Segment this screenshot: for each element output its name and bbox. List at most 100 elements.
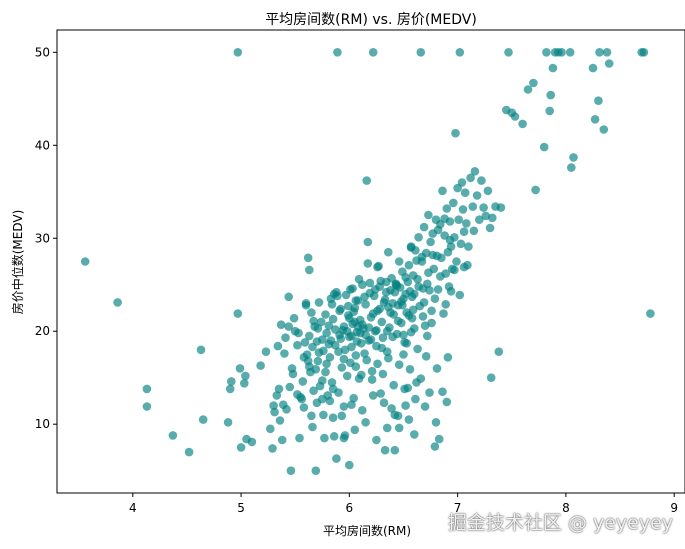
data-point [270, 407, 279, 417]
data-point [281, 333, 290, 343]
data-point [269, 401, 278, 410]
data-point [427, 306, 436, 316]
data-point [446, 287, 456, 296]
data-point [377, 317, 387, 327]
data-point [494, 347, 504, 357]
y-axis-label: 房价中位数(MEDV) [10, 210, 25, 315]
data-point [274, 384, 284, 394]
data-point [308, 342, 317, 352]
data-point [345, 313, 354, 323]
data-point [381, 287, 391, 297]
data-point [331, 325, 340, 334]
data-point [336, 334, 346, 344]
data-point [345, 460, 354, 470]
data-point [313, 356, 323, 366]
data-point [443, 353, 453, 362]
data-point [442, 397, 452, 407]
plot-frame [56, 29, 685, 494]
data-point [321, 310, 330, 319]
data-point [437, 253, 446, 263]
data-point [339, 322, 349, 331]
y-tick-label: 50 [35, 45, 50, 59]
data-point [319, 410, 328, 420]
data-point [390, 287, 400, 297]
data-point [372, 326, 381, 335]
data-point [378, 369, 388, 379]
data-point [333, 48, 342, 57]
data-point [382, 423, 392, 433]
data-point [308, 422, 317, 432]
data-point [337, 411, 347, 421]
data-point [430, 294, 440, 304]
data-point [406, 327, 416, 337]
data-point [455, 290, 465, 300]
data-point [365, 278, 375, 288]
data-point [347, 342, 356, 352]
data-point [351, 351, 361, 360]
data-point [438, 387, 447, 397]
data-point [362, 355, 372, 365]
data-point [368, 391, 378, 400]
data-point [373, 359, 382, 369]
data-point [557, 48, 566, 57]
data-point [546, 90, 555, 100]
data-point [328, 384, 338, 394]
data-point [419, 298, 429, 307]
data-point [307, 308, 316, 317]
data-point [599, 125, 609, 134]
data-point [360, 292, 369, 302]
data-point [394, 257, 404, 266]
data-point [286, 466, 296, 476]
data-point [479, 203, 488, 212]
data-point [452, 257, 461, 266]
data-point [168, 431, 178, 440]
data-point [142, 402, 152, 411]
data-point [311, 466, 321, 476]
y-axis: 10 20 30 40 50 [35, 45, 57, 431]
data-point [466, 173, 475, 183]
data-point [233, 48, 243, 57]
data-point [410, 430, 419, 439]
data-point [425, 388, 434, 397]
x-tick-label: 7 [454, 501, 462, 515]
data-point [198, 415, 208, 424]
data-point [227, 377, 236, 386]
data-point [307, 411, 316, 421]
data-point [475, 215, 484, 224]
data-point [384, 247, 393, 257]
data-point [298, 377, 308, 386]
data-point [481, 211, 491, 221]
data-point [407, 292, 417, 302]
data-point [347, 400, 356, 410]
data-point [542, 48, 551, 57]
data-point [438, 186, 447, 196]
data-point [386, 308, 395, 317]
data-point [80, 257, 90, 266]
y-tick-label: 30 [35, 231, 50, 245]
data-point [277, 435, 287, 445]
data-point [548, 63, 558, 73]
data-point [368, 48, 378, 57]
data-point [225, 384, 235, 394]
data-point [394, 423, 404, 433]
data-point [470, 167, 480, 176]
data-point [328, 413, 338, 423]
data-point [322, 328, 331, 338]
data-points [80, 48, 655, 476]
data-point [518, 119, 527, 129]
data-point [411, 394, 420, 404]
data-point [288, 369, 298, 379]
data-point [371, 285, 380, 294]
data-point [339, 402, 349, 411]
data-point [321, 367, 330, 377]
data-point [375, 304, 385, 314]
data-point [357, 370, 366, 380]
x-tick-label: 5 [237, 501, 245, 515]
data-point [454, 215, 464, 224]
data-point [394, 360, 404, 370]
y-tick-label: 40 [35, 138, 50, 152]
data-point [358, 406, 367, 415]
data-point [439, 309, 448, 318]
data-point [404, 415, 414, 424]
